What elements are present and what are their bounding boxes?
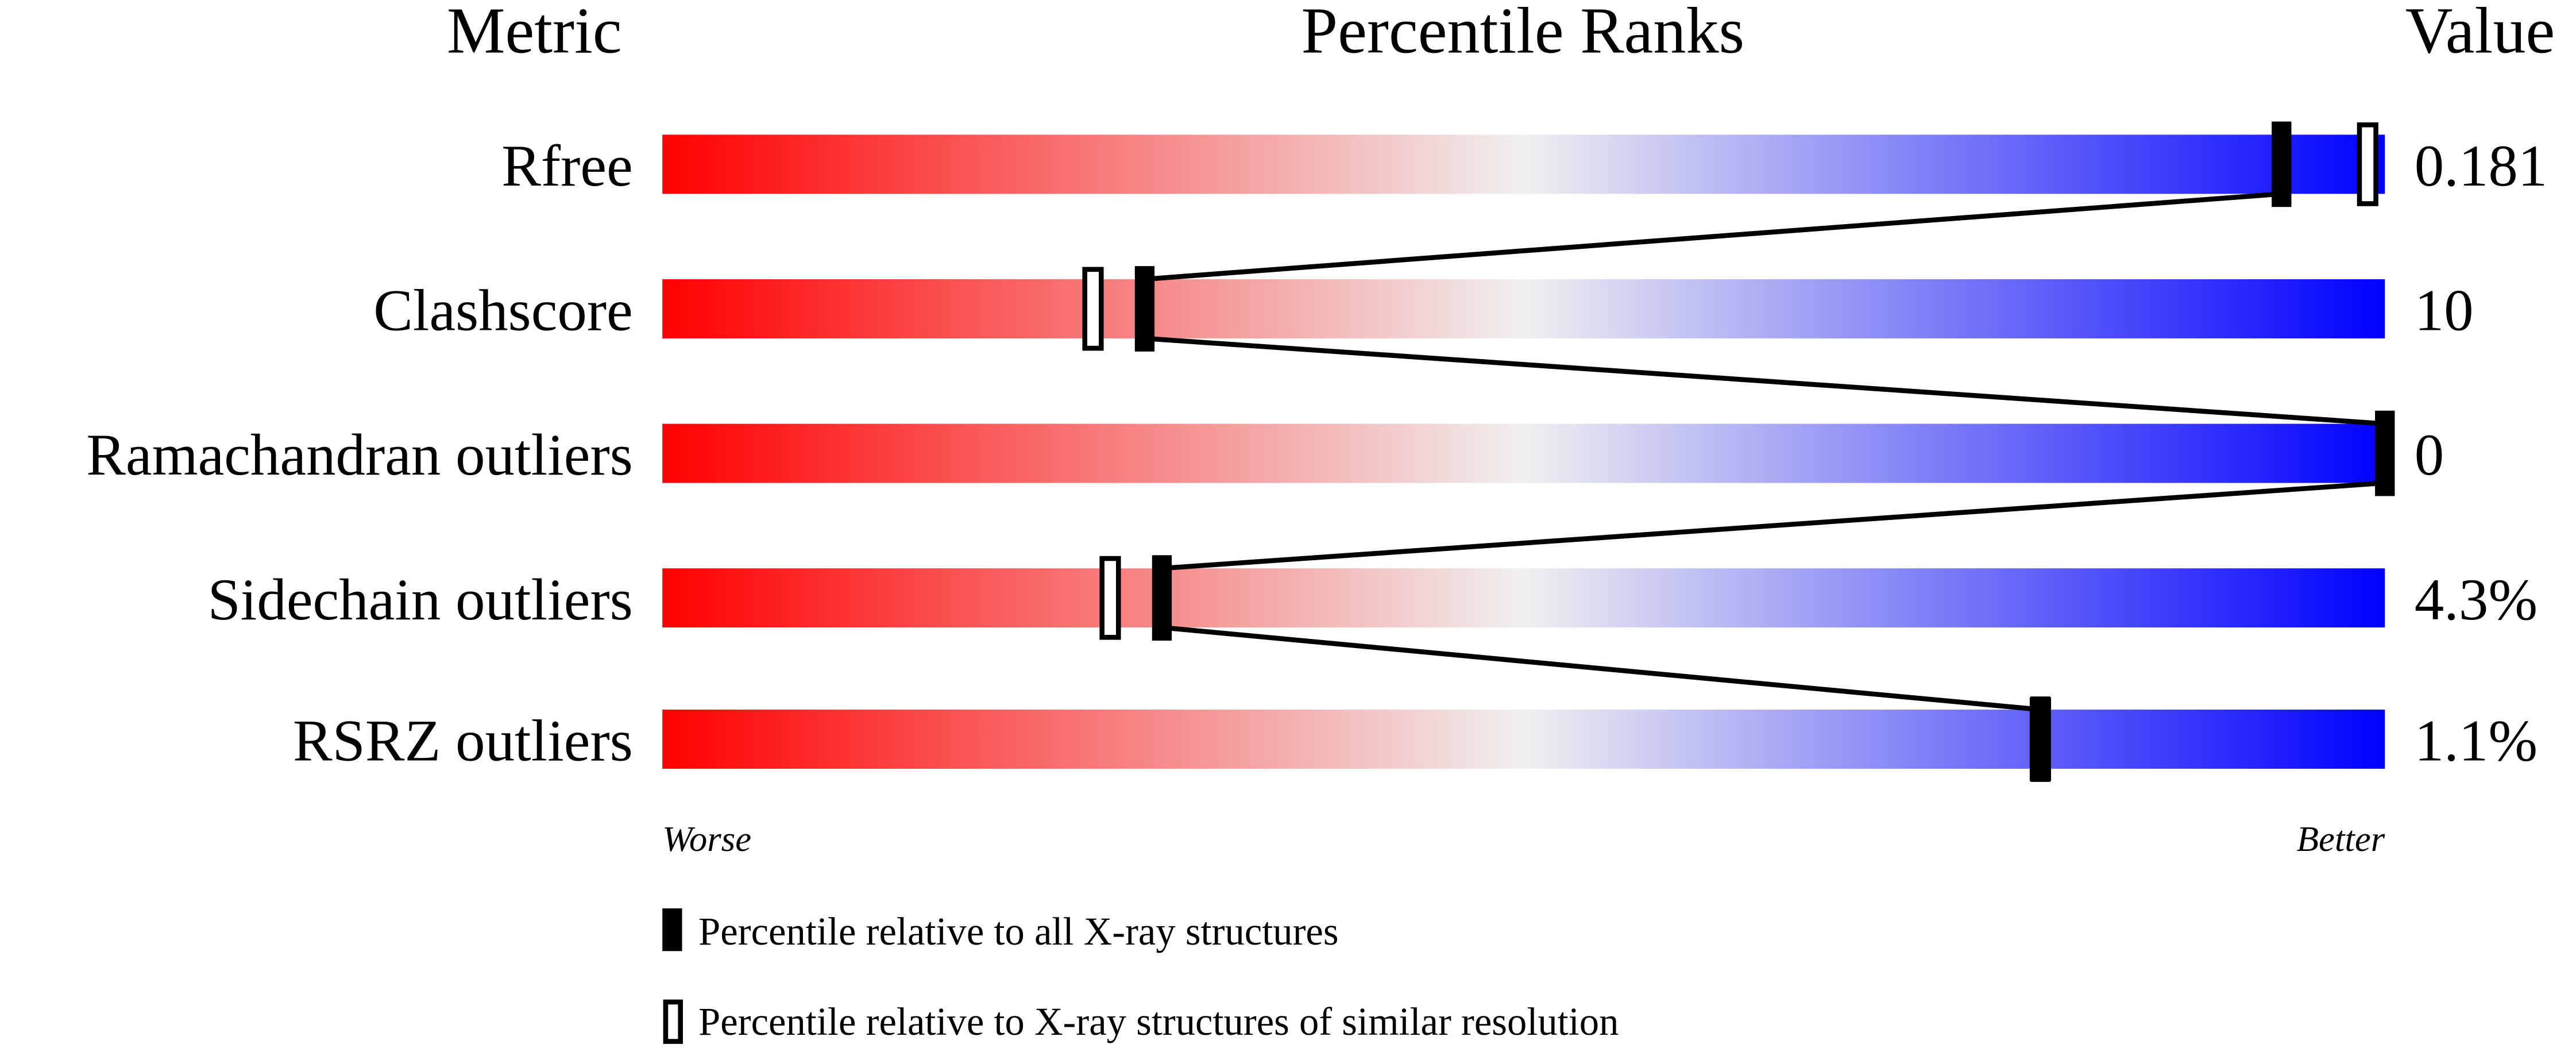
legend-label-similar: Percentile relative to X-ray structures … — [698, 1000, 1619, 1043]
percentile-bar — [662, 568, 2385, 628]
connector-line — [1144, 191, 2282, 282]
marker-all-structures — [1152, 555, 1172, 641]
legend-label-all: Percentile relative to all X-ray structu… — [698, 910, 1338, 953]
header-percentile-ranks: Percentile Ranks — [1301, 0, 1745, 67]
percentile-bar — [662, 710, 2385, 769]
percentile-bar — [662, 279, 2385, 338]
axis-label-better: Better — [2297, 819, 2385, 859]
connector-line — [1161, 625, 2041, 712]
header-value: Value — [2405, 0, 2555, 67]
legend-marker-filled — [662, 908, 682, 951]
marker-similar-resolution — [2357, 122, 2378, 206]
legend: Percentile relative to all X-ray structu… — [662, 908, 1619, 1044]
metric-value: 10 — [2415, 278, 2474, 344]
header-metric: Metric — [447, 0, 622, 67]
metric-label: RSRZ outliers — [293, 708, 633, 774]
axis-label-worse: Worse — [662, 819, 751, 859]
connector-line — [1161, 480, 2385, 571]
marker-all-structures — [2030, 696, 2050, 782]
connector-line — [1144, 336, 2385, 426]
metric-label: Clashscore — [373, 278, 633, 344]
metric-label: Sidechain outliers — [208, 567, 633, 633]
marker-similar-resolution — [1099, 556, 1121, 640]
marker-similar-resolution — [1082, 267, 1104, 351]
marker-all-structures — [2375, 410, 2395, 496]
legend-marker-open — [663, 999, 683, 1044]
percentile-bar — [662, 134, 2385, 194]
metric-value: 0.181 — [2415, 133, 2548, 199]
marker-all-structures — [2272, 121, 2292, 207]
metric-value: 0 — [2415, 422, 2444, 488]
metric-value: 4.3% — [2415, 567, 2538, 633]
metric-value: 1.1% — [2415, 708, 2538, 774]
marker-all-structures — [1134, 266, 1155, 352]
metric-label: Ramachandran outliers — [86, 422, 633, 488]
percentile-bar — [662, 423, 2385, 483]
metric-label: Rfree — [501, 133, 633, 199]
